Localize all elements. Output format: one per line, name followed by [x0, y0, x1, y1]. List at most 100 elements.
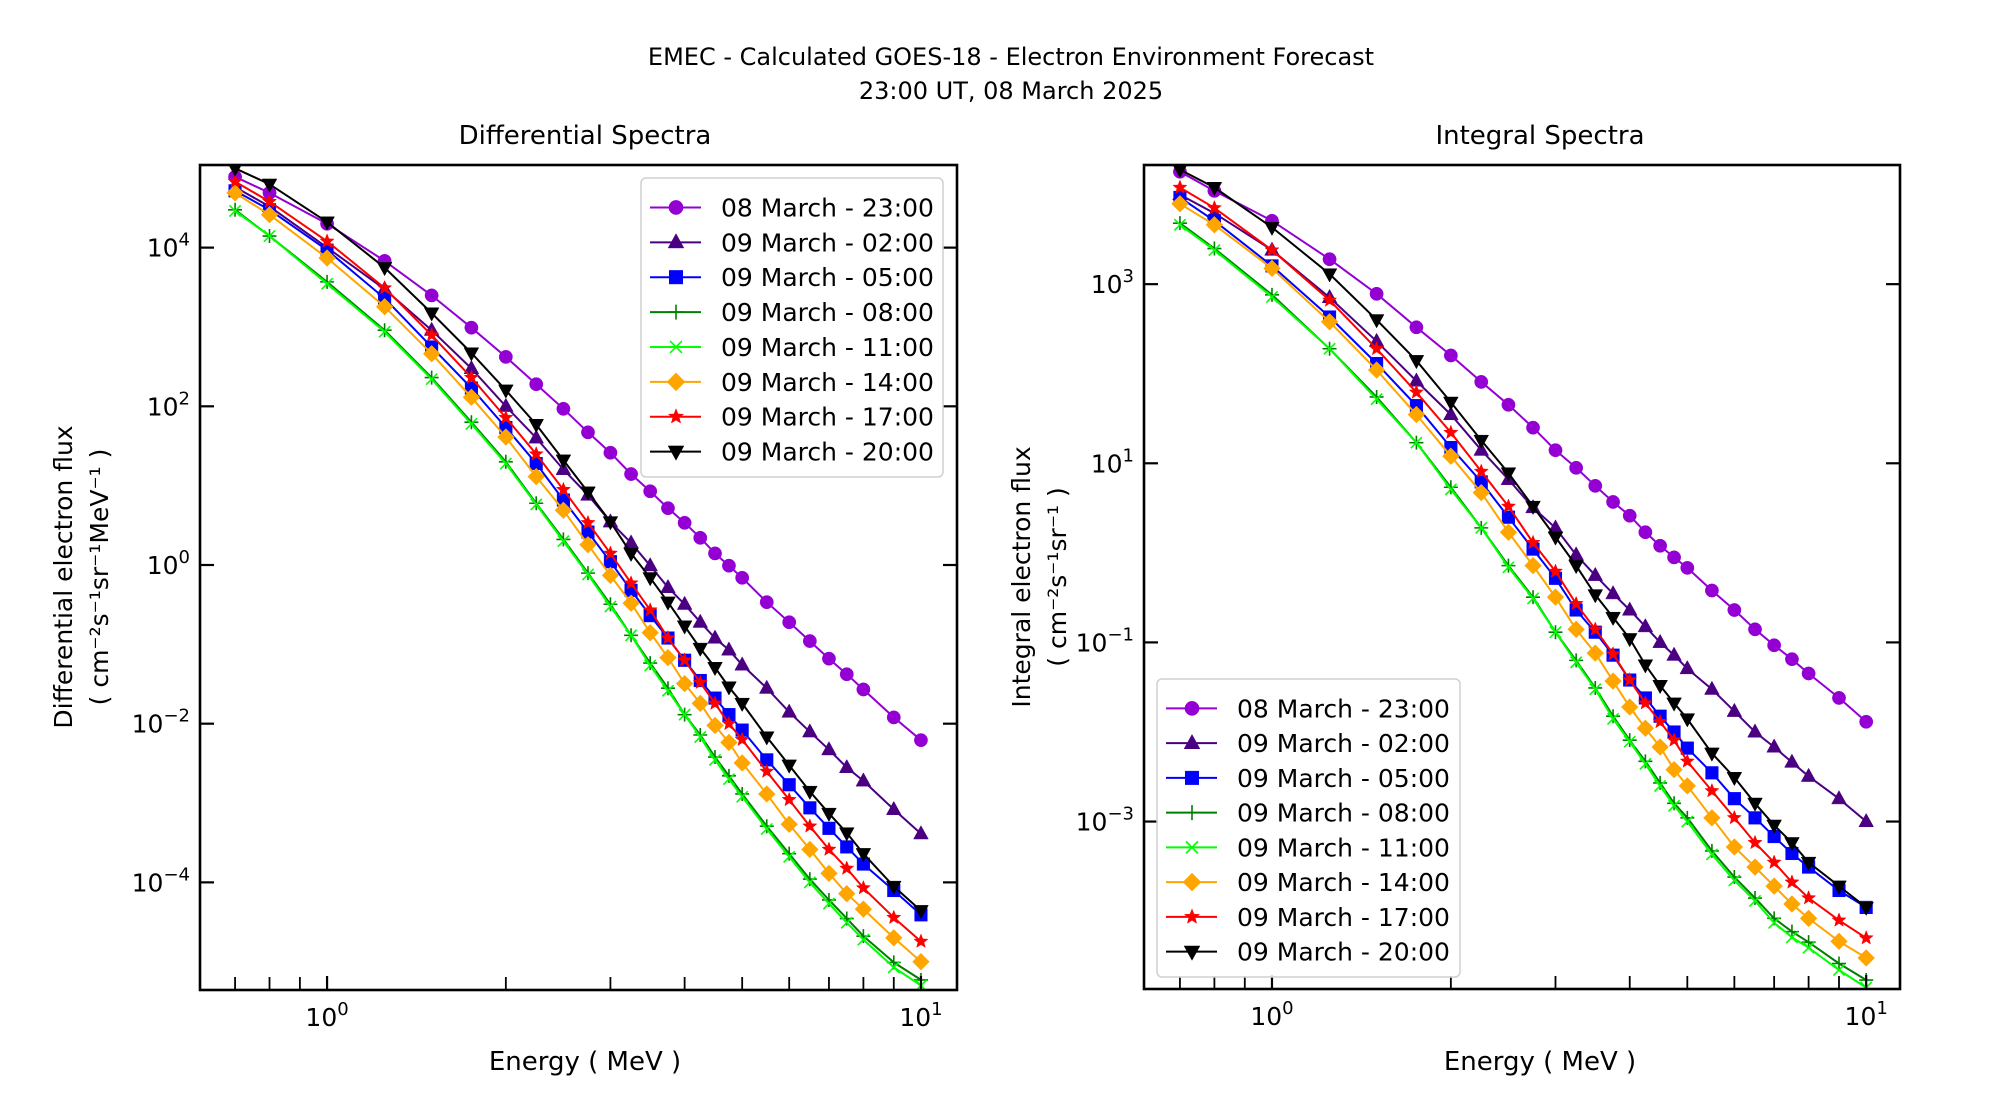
differential-data-point	[782, 615, 797, 630]
differential-data-point	[661, 501, 675, 516]
integral-legend-entry-1: 09 March - 02:00	[1166, 729, 1450, 758]
differential-data-point	[498, 454, 513, 469]
differential-data-point	[643, 656, 658, 671]
differential-data-point	[706, 716, 724, 735]
integral-data-point	[1408, 355, 1425, 370]
integral-data-point	[1264, 242, 1280, 257]
differential-data-point	[707, 662, 723, 677]
integral-x-tick-label: 100	[1250, 998, 1293, 1031]
differential-legend-entry-2: 09 March - 05:00	[650, 263, 934, 292]
differential-data-point	[736, 790, 749, 803]
differential-data-point	[838, 758, 855, 774]
differential-data-point	[914, 733, 928, 748]
differential-data-point	[857, 933, 870, 946]
integral-data-point	[1651, 738, 1669, 756]
integral-data-point	[1206, 182, 1223, 197]
integral-data-point	[1831, 790, 1847, 805]
differential-data-point	[758, 731, 775, 746]
integral-data-point	[1568, 546, 1584, 561]
integral-legend-entry-0: 08 March - 23:00	[1166, 694, 1450, 723]
legend-label: 09 March - 02:00	[721, 228, 934, 257]
differential-data-point	[498, 349, 513, 364]
integral-data-point	[1784, 874, 1800, 889]
integral-data-point	[1588, 478, 1603, 493]
integral-data-point	[1475, 521, 1488, 535]
integral-data-point	[1172, 165, 1188, 179]
integral-data-point	[1667, 550, 1681, 565]
differential-data-point	[498, 409, 514, 425]
differential-data-point	[838, 827, 855, 842]
differential-data-point	[693, 728, 708, 743]
legend-marker-plus	[1184, 805, 1200, 821]
differential-data-point	[676, 595, 693, 610]
integral-data-point	[1369, 286, 1384, 301]
differential-y-axis-label: Differential electron flux	[49, 425, 78, 728]
differential-data-point	[692, 674, 708, 690]
differential-y-tick-label: 102	[147, 388, 190, 421]
differential-data-point	[708, 546, 722, 561]
differential-data-point	[555, 481, 572, 497]
integral-series-1	[1172, 186, 1874, 828]
differential-series-7	[228, 165, 929, 920]
integral-data-point	[1680, 560, 1695, 575]
differential-data-point	[660, 596, 676, 611]
differential-data-point	[263, 229, 276, 243]
differential-data-point	[378, 325, 391, 338]
differential-data-point	[822, 651, 836, 666]
integral-data-point	[1748, 811, 1762, 825]
integral-data-point	[1746, 858, 1764, 876]
integral-data-point	[1667, 796, 1682, 811]
integral-plot-area	[1171, 165, 1875, 989]
integral-data-point	[1704, 680, 1720, 695]
differential-data-point	[802, 818, 818, 833]
differential-y-axis-units: ( cm⁻²s⁻¹sr⁻¹MeV⁻¹ )	[85, 449, 114, 706]
differential-data-point	[734, 656, 750, 671]
differential-data-point	[803, 801, 817, 815]
differential-data-point	[885, 929, 903, 947]
differential-data-point	[735, 570, 750, 585]
differential-data-point	[660, 630, 676, 645]
differential-data-point	[675, 674, 694, 693]
integral-data-point	[1370, 392, 1383, 406]
legend-marker-diamond	[1182, 872, 1202, 892]
differential-data-point	[622, 594, 640, 612]
integral-chart-title: Integral Spectra	[1435, 121, 1644, 151]
differential-legend: 08 March - 23:00 09 March - 02:00 09 March…	[640, 177, 944, 478]
differential-data-point	[802, 723, 818, 738]
integral-data-point	[1526, 420, 1540, 435]
integral-data-point	[1703, 809, 1721, 827]
legend-marker-square	[669, 270, 683, 285]
differential-data-point	[555, 454, 572, 469]
differential-data-point	[528, 446, 544, 461]
differential-data-point	[887, 961, 900, 974]
differential-data-point	[261, 178, 278, 193]
integral-data-point	[1587, 589, 1604, 604]
legend-label: 09 March - 11:00	[721, 333, 934, 362]
integral-data-point	[1704, 747, 1720, 762]
integral-data-point	[1323, 342, 1336, 355]
integral-series-7	[1172, 165, 1874, 916]
differential-data-point	[802, 785, 818, 800]
differential-data-point	[822, 897, 836, 910]
differential-data-point	[886, 909, 902, 925]
differential-data-point	[802, 634, 817, 648]
integral-data-point	[1205, 216, 1224, 234]
legend-label: 09 March - 20:00	[1237, 938, 1450, 967]
integral-data-point	[1767, 638, 1782, 653]
differential-data-point	[759, 819, 774, 834]
integral-data-point	[1567, 620, 1585, 639]
integral-data-point	[1208, 243, 1221, 257]
differential-x-tick-label: 101	[899, 999, 942, 1032]
differential-data-point	[839, 667, 854, 682]
legend-label: 08 March - 23:00	[1237, 694, 1450, 723]
integral-data-point	[1705, 848, 1719, 861]
differential-data-point	[886, 710, 901, 725]
differential-data-point	[603, 445, 618, 460]
differential-y-tick-label: 10−4	[132, 864, 190, 897]
integral-data-point	[1857, 949, 1875, 967]
integral-data-point	[1666, 732, 1682, 747]
legend-label: 09 March - 08:00	[721, 298, 934, 327]
differential-data-point	[464, 415, 479, 430]
differential-data-point	[423, 307, 440, 322]
integral-data-point	[1621, 633, 1638, 648]
